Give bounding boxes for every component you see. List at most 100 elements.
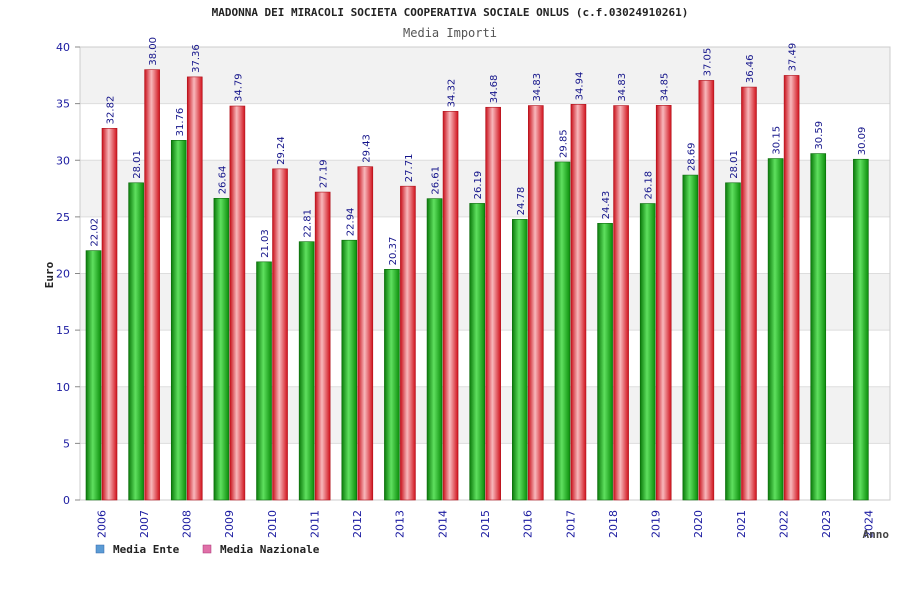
bar-media-nazionale-2019 bbox=[655, 105, 672, 501]
chart-title: MADONNA DEI MIRACOLI SOCIETA COOPERATIVA… bbox=[212, 6, 689, 19]
value-label-media-ente-2008: 31.76 bbox=[175, 108, 186, 137]
bar-media-ente-2017 bbox=[554, 161, 571, 501]
bar-media-ente-2012 bbox=[341, 239, 358, 501]
y-tick-label: 30 bbox=[56, 154, 70, 167]
x-tick-label-2008: 2008 bbox=[181, 510, 194, 538]
value-label-media-ente-2017: 29.85 bbox=[558, 129, 569, 158]
y-tick-label: 20 bbox=[56, 268, 70, 281]
value-labels: 22.02 32.82 28.01 38.00 31.76 37.36 26.64 34.79… bbox=[90, 37, 868, 265]
value-label-media-ente-2009: 26.64 bbox=[217, 166, 228, 195]
y-axis-label: Euro bbox=[43, 261, 56, 288]
x-tick-label-2020: 2020 bbox=[692, 510, 705, 538]
value-label-media-ente-2006: 22.02 bbox=[90, 218, 101, 247]
bar-media-nazionale-2007 bbox=[144, 69, 160, 501]
bar-media-nazionale-2015 bbox=[485, 106, 501, 501]
bar-media-nazionale-2010 bbox=[272, 168, 288, 501]
x-tick-label-2024: 2024 bbox=[863, 510, 876, 538]
value-label-media-nazionale-2006: 32.82 bbox=[106, 96, 117, 125]
bar-media-ente-2006 bbox=[85, 250, 102, 501]
bar-media-nazionale-2014 bbox=[442, 111, 459, 501]
bar-media-nazionale-2020 bbox=[698, 80, 715, 501]
y-tick-label: 15 bbox=[56, 324, 70, 337]
bar-media-ente-2015 bbox=[469, 203, 485, 501]
value-label-media-nazionale-2018: 34.83 bbox=[617, 73, 628, 102]
legend-label-media-nazionale: Media Nazionale bbox=[220, 543, 320, 556]
x-tick-label-2015: 2015 bbox=[479, 510, 492, 538]
x-tick-label-2017: 2017 bbox=[564, 510, 577, 538]
x-tick-label-2006: 2006 bbox=[95, 510, 108, 538]
value-label-media-nazionale-2010: 29.24 bbox=[276, 136, 287, 165]
x-tick-label-2018: 2018 bbox=[607, 510, 620, 538]
value-label-media-ente-2019: 26.18 bbox=[644, 171, 655, 200]
bar-media-nazionale-2013 bbox=[400, 185, 416, 501]
bar-media-ente-2024 bbox=[853, 158, 869, 501]
bar-media-ente-2018 bbox=[597, 223, 613, 501]
value-label-media-ente-2012: 22.94 bbox=[345, 208, 356, 237]
value-label-media-nazionale-2019: 34.85 bbox=[660, 73, 671, 102]
x-axis-label: Anno bbox=[863, 528, 890, 541]
x-axis: 2006 2007 2008 2009 2010 2011 2012 2013 2014 2015… bbox=[95, 510, 875, 538]
value-label-media-ente-2018: 24.43 bbox=[601, 191, 612, 220]
value-label-media-nazionale-2017: 34.94 bbox=[574, 72, 585, 101]
bar-media-nazionale-2016 bbox=[528, 105, 544, 501]
value-label-media-ente-2024: 30.09 bbox=[857, 127, 868, 156]
x-tick-label-2022: 2022 bbox=[777, 510, 790, 538]
value-label-media-nazionale-2013: 27.71 bbox=[404, 154, 415, 183]
value-label-media-nazionale-2007: 38.00 bbox=[148, 37, 159, 66]
bar-media-nazionale-2022 bbox=[783, 75, 800, 501]
x-tick-label-2021: 2021 bbox=[735, 510, 748, 538]
legend-swatch-media-nazionale bbox=[202, 544, 212, 554]
value-label-media-ente-2020: 28.69 bbox=[686, 142, 697, 171]
value-label-media-ente-2023: 30.59 bbox=[814, 121, 825, 150]
y-tick-label: 40 bbox=[56, 41, 70, 54]
y-axis: 0 5 10 15 20 25 30 35 40 bbox=[56, 41, 80, 507]
bar-media-ente-2007 bbox=[128, 182, 144, 501]
bar-media-ente-2022 bbox=[767, 158, 784, 501]
x-tick-label-2010: 2010 bbox=[266, 510, 279, 538]
bar-media-ente-2011 bbox=[298, 241, 315, 501]
value-label-media-ente-2016: 24.78 bbox=[516, 187, 527, 216]
value-label-media-nazionale-2008: 37.36 bbox=[191, 44, 202, 73]
x-tick-label-2011: 2011 bbox=[308, 510, 321, 538]
value-label-media-nazionale-2009: 34.79 bbox=[233, 73, 244, 102]
legend-swatch-media-ente bbox=[95, 544, 105, 554]
value-label-media-ente-2010: 21.03 bbox=[260, 229, 271, 258]
value-label-media-ente-2011: 22.81 bbox=[303, 209, 314, 238]
y-tick-label: 35 bbox=[56, 98, 70, 111]
bar-media-ente-2014 bbox=[426, 198, 443, 501]
bar-media-ente-2009 bbox=[213, 198, 230, 501]
bar-media-ente-2010 bbox=[256, 261, 272, 501]
value-label-media-ente-2022: 30.15 bbox=[772, 126, 783, 155]
x-tick-label-2013: 2013 bbox=[394, 510, 407, 538]
x-tick-label-2009: 2009 bbox=[223, 510, 236, 538]
legend-label-media-ente: Media Ente bbox=[113, 543, 180, 556]
bar-media-nazionale-2021 bbox=[741, 86, 757, 501]
value-label-media-ente-2015: 26.19 bbox=[473, 171, 484, 200]
x-tick-label-2012: 2012 bbox=[351, 510, 364, 538]
bar-media-nazionale-2018 bbox=[613, 105, 629, 501]
x-tick-label-2014: 2014 bbox=[436, 510, 449, 538]
value-label-media-ente-2007: 28.01 bbox=[132, 150, 143, 179]
bar-media-nazionale-2009 bbox=[229, 105, 246, 501]
value-label-media-nazionale-2022: 37.49 bbox=[788, 43, 799, 72]
x-tick-label-2016: 2016 bbox=[522, 510, 535, 538]
value-label-media-nazionale-2020: 37.05 bbox=[702, 48, 713, 77]
x-tick-label-2019: 2019 bbox=[650, 510, 663, 538]
value-label-media-nazionale-2015: 34.68 bbox=[489, 75, 500, 104]
value-label-media-nazionale-2016: 34.83 bbox=[532, 73, 543, 102]
value-label-media-nazionale-2014: 34.32 bbox=[447, 79, 458, 108]
legend: Media Ente Media Nazionale bbox=[95, 543, 320, 556]
bar-media-nazionale-2008 bbox=[186, 76, 203, 501]
value-label-media-ente-2014: 26.61 bbox=[431, 166, 442, 195]
y-tick-label: 10 bbox=[56, 381, 70, 394]
bar-media-ente-2021 bbox=[725, 182, 741, 501]
value-label-media-nazionale-2011: 27.19 bbox=[319, 159, 330, 188]
bar-media-ente-2016 bbox=[512, 219, 528, 501]
bar-media-ente-2020 bbox=[682, 174, 699, 501]
bar-media-ente-2023 bbox=[810, 153, 827, 501]
y-tick-label: 0 bbox=[63, 494, 70, 507]
bars bbox=[85, 69, 869, 501]
value-label-media-nazionale-2021: 36.46 bbox=[745, 54, 756, 83]
chart-subtitle: Media Importi bbox=[403, 26, 497, 40]
